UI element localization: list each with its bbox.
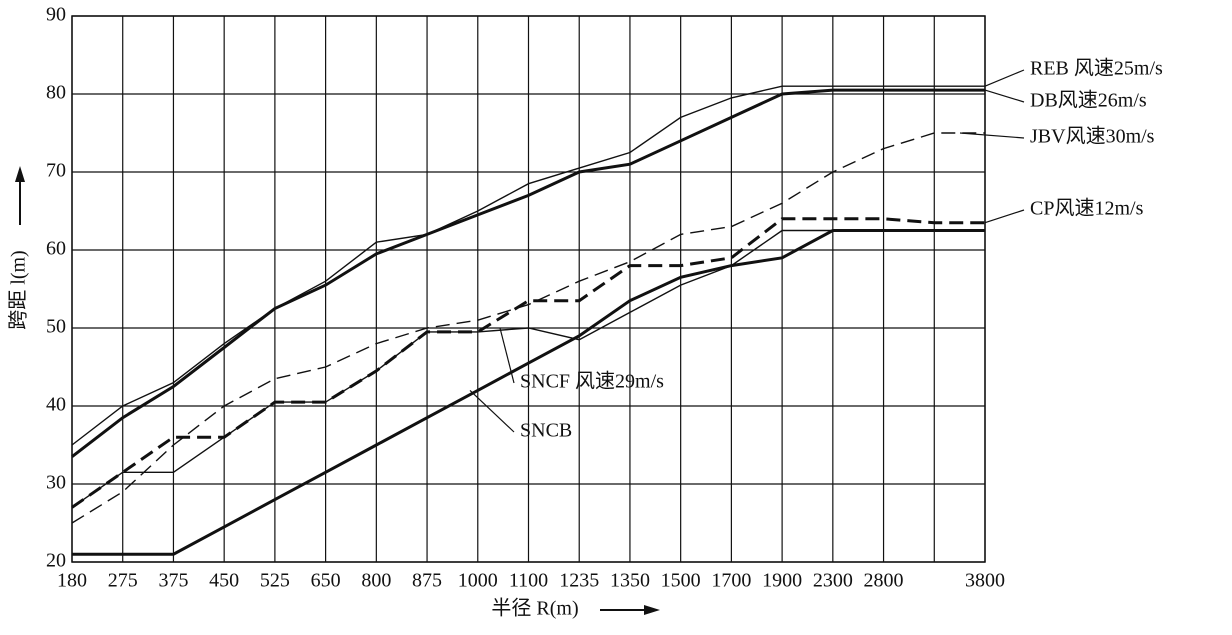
x-tick-label: 275 <box>108 570 138 592</box>
x-tick-label: 1350 <box>610 570 650 592</box>
x-tick-label: 650 <box>311 570 341 592</box>
y-tick-label: 70 <box>46 160 66 182</box>
x-tick-label: 2300 <box>813 570 853 592</box>
series-line <box>71 88 985 458</box>
y-axis-label: 跨距 l(m) <box>7 250 30 329</box>
y-arrow-head <box>15 166 25 182</box>
x-tick-label: 375 <box>158 570 188 592</box>
series-line <box>72 229 985 556</box>
leader-line <box>984 89 1025 103</box>
x-tick-label: 3800 <box>965 570 1005 592</box>
x-tick-label: 525 <box>260 570 290 592</box>
series-label: SNCB <box>520 420 572 442</box>
series-line <box>71 85 985 446</box>
x-tick-label: 180 <box>57 570 87 592</box>
series-label: SNCF 风速29m/s <box>520 370 664 393</box>
x-tick-label: 1900 <box>762 570 802 592</box>
x-tick-label: 1500 <box>661 570 701 592</box>
x-tick-label: 875 <box>412 570 442 592</box>
leader-line <box>984 69 1025 87</box>
y-tick-label: 20 <box>46 550 66 572</box>
leader-line <box>959 132 1025 139</box>
x-tick-label: 1100 <box>509 570 548 592</box>
y-tick-label: 40 <box>46 394 66 416</box>
x-arrow-head <box>644 605 660 615</box>
x-tick-label: 1000 <box>458 570 498 592</box>
x-tick-label: 2800 <box>864 570 904 592</box>
leader-line <box>499 327 515 384</box>
x-tick-label: 450 <box>209 570 239 592</box>
series-label: REB 风速25m/s <box>1030 57 1163 80</box>
y-tick-label: 80 <box>46 82 66 104</box>
leader-line <box>984 209 1025 224</box>
x-tick-label: 800 <box>361 570 391 592</box>
x-tick-label: 1235 <box>559 570 599 592</box>
leader-line <box>469 389 515 433</box>
y-tick-label: 30 <box>46 472 66 494</box>
x-axis-label: 半径 R(m) <box>491 597 578 620</box>
series-label: DB风速26m/s <box>1030 89 1147 112</box>
y-tick-label: 90 <box>46 4 66 26</box>
y-tick-label: 60 <box>46 238 66 260</box>
series-label: CP风速12m/s <box>1030 197 1144 220</box>
series-line <box>71 132 985 524</box>
series-label: JBV风速30m/s <box>1030 125 1155 148</box>
y-tick-label: 50 <box>46 316 66 338</box>
x-tick-label: 1700 <box>711 570 751 592</box>
